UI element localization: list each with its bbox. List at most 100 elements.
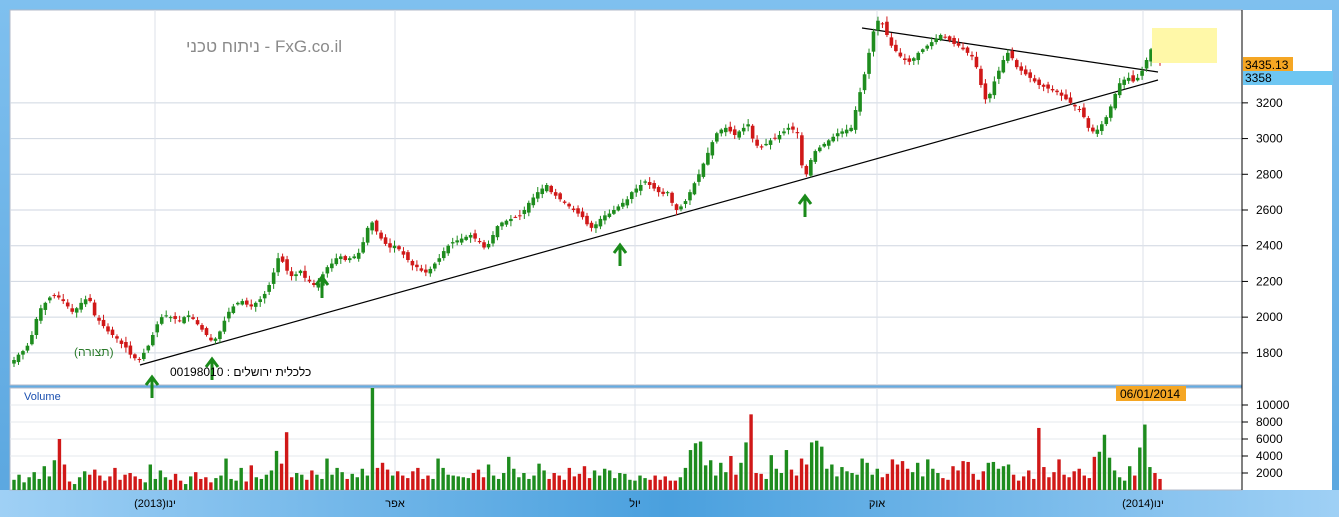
preview-label: (תצורה) (74, 345, 114, 359)
volume-bar (804, 464, 809, 490)
candle-body (943, 36, 947, 38)
volume-bar (138, 478, 142, 490)
vol-tick-label: 8000 (1256, 415, 1283, 429)
candle-body (1077, 108, 1082, 110)
volume-bar (310, 470, 314, 490)
candle-body (473, 233, 477, 239)
volume-bar (1047, 477, 1051, 490)
candle-body (401, 251, 406, 255)
volume-bar (486, 464, 491, 490)
volume-bar (633, 480, 637, 490)
volume-bar (461, 477, 466, 490)
volume-bar (502, 473, 506, 490)
volume-bar (345, 478, 349, 490)
volume-bar (108, 476, 112, 490)
volume-bar (582, 466, 587, 490)
volume-bar (355, 477, 359, 490)
volume-bar (799, 458, 804, 490)
volume-bar (926, 459, 930, 490)
volume-bar (880, 477, 885, 490)
volume-bar (537, 463, 541, 490)
candle-body (312, 283, 316, 285)
volume-bar (214, 478, 218, 490)
candle-body (486, 243, 491, 248)
candle-body (338, 256, 343, 260)
volume-bar (552, 473, 556, 490)
candle-body (12, 360, 16, 364)
candle-body (1082, 107, 1086, 118)
candle-body (218, 331, 222, 340)
candle-body (746, 124, 750, 127)
volume-bar (875, 468, 879, 490)
candle-body (115, 336, 119, 339)
candle-body (1041, 84, 1046, 87)
candle-body (253, 302, 258, 307)
volume-bar (456, 476, 460, 490)
candle-body (719, 129, 724, 134)
y-tick-label: 1800 (1256, 346, 1283, 360)
candle-body (961, 47, 965, 50)
volume-bar (784, 450, 789, 490)
candle-body (916, 52, 921, 61)
volume-bar (976, 479, 980, 490)
y-tick-label: 2200 (1256, 274, 1283, 288)
y-tick-label: 3000 (1256, 132, 1283, 146)
line-value-tag (1243, 71, 1333, 85)
volume-bar (1138, 447, 1142, 490)
candle-body (74, 308, 79, 313)
candle-body (1126, 77, 1131, 81)
candle-body (1095, 129, 1100, 134)
volume-bar (936, 473, 940, 490)
candle-body (495, 226, 500, 238)
volume-bar (1102, 434, 1107, 490)
volume-bar (446, 474, 450, 490)
candle-body (110, 329, 115, 335)
support-line (139, 79, 1159, 366)
volume-bar (714, 475, 718, 490)
volume-bar (375, 467, 380, 490)
volume-bar (22, 482, 26, 490)
volume-bar (1097, 451, 1102, 490)
volume-bar (946, 479, 950, 490)
volume-bar (249, 465, 253, 490)
trendlines (139, 27, 1159, 366)
candle-body (70, 308, 74, 312)
candle-body (459, 238, 464, 243)
candle-body (343, 256, 348, 260)
volume-bar (921, 476, 925, 490)
candle-body (307, 279, 312, 282)
candle-body (455, 240, 459, 243)
volume-bar (719, 462, 723, 490)
candle-body (759, 146, 764, 148)
volume-bar (835, 476, 839, 490)
candle-body (1001, 60, 1006, 73)
volume-bar (1133, 475, 1137, 490)
candle-body (159, 317, 164, 324)
candle-body (504, 220, 509, 225)
candle-body (227, 311, 231, 319)
candle-body (849, 127, 853, 131)
volume-bar (815, 440, 819, 490)
volume-bar (1082, 475, 1086, 490)
candle-body (817, 147, 822, 152)
volume-bar (905, 468, 910, 490)
volume-bar (67, 481, 72, 490)
candle-body (1122, 79, 1126, 85)
candle-body (589, 222, 594, 228)
volume-bar (62, 464, 67, 490)
x-tick-label: (2014)ינו (1122, 498, 1164, 510)
last-price-tag (1243, 57, 1293, 72)
candle-body (276, 258, 280, 273)
volume-bar (991, 461, 996, 490)
candle-body (1019, 66, 1024, 71)
volume-bar (27, 477, 31, 490)
candle-body (415, 264, 419, 268)
volume-bar (52, 460, 57, 490)
volume-bar (915, 462, 920, 490)
volume-bar (547, 478, 551, 490)
candle-body (43, 302, 48, 310)
volume-bar (572, 476, 577, 490)
candle-body (298, 270, 303, 274)
candle-body (979, 68, 983, 85)
candle-body (397, 246, 401, 250)
